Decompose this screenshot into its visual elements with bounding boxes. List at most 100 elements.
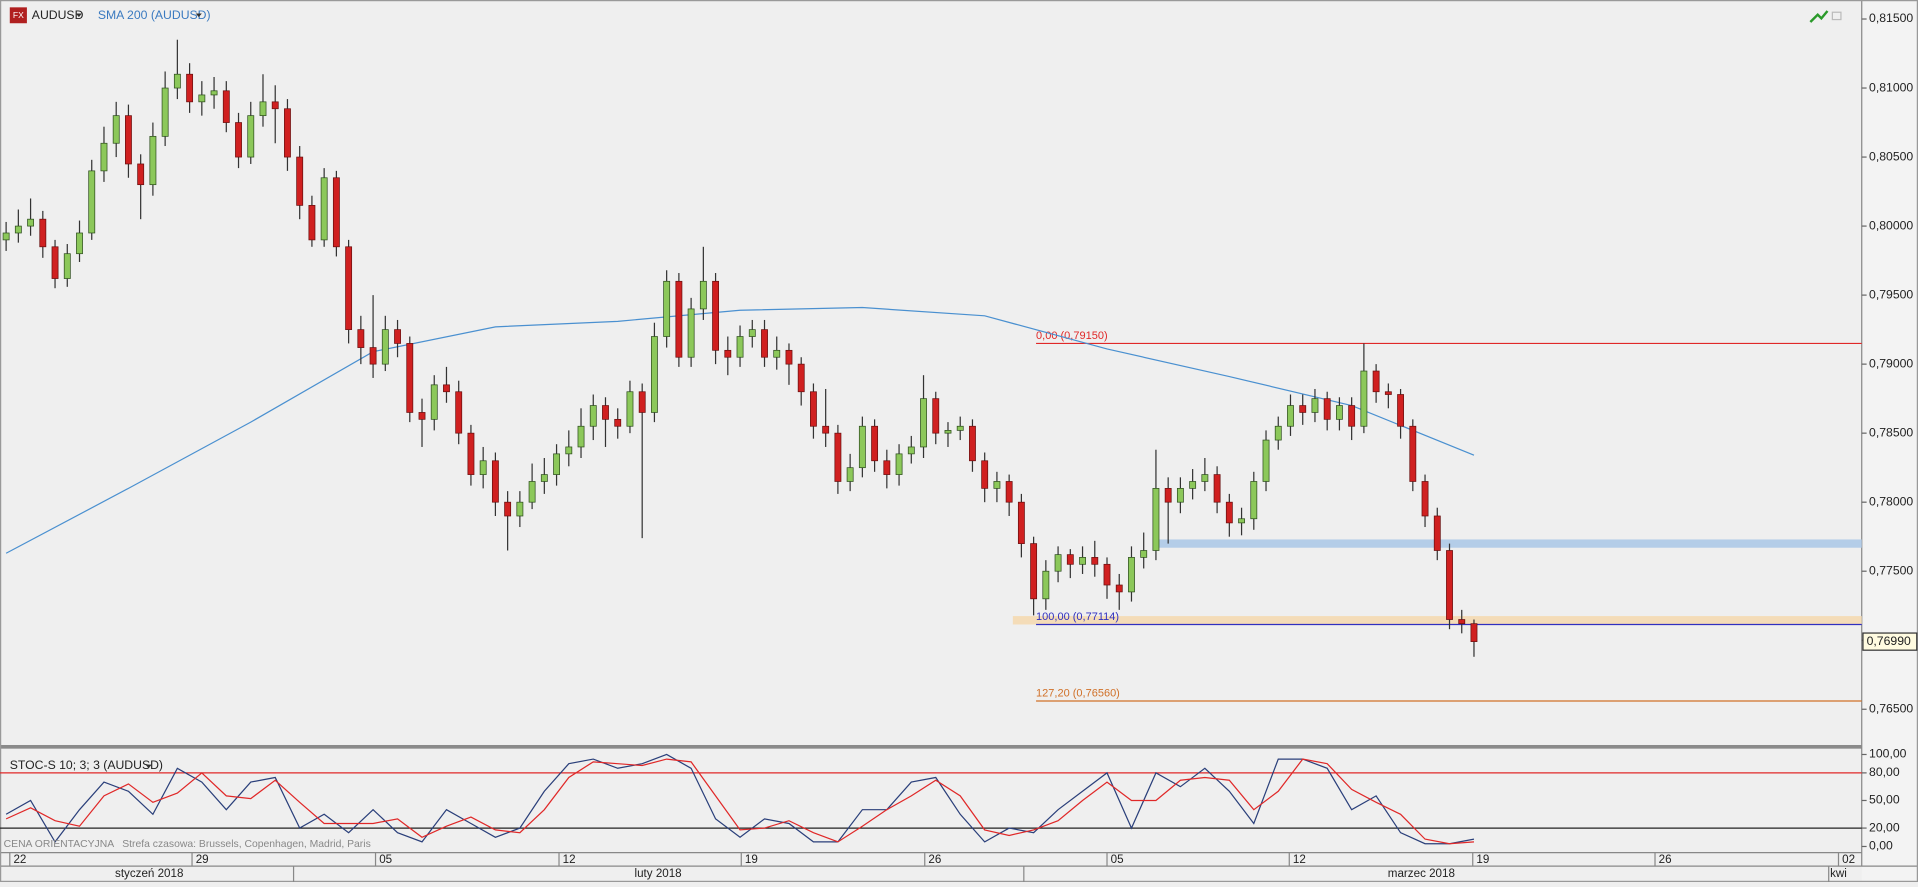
zone	[1012, 616, 1862, 625]
candle-body	[1103, 563, 1111, 586]
dropdown-arrow[interactable]	[195, 13, 202, 18]
candle-body	[602, 405, 609, 420]
y-tick-label: 0,78500	[1869, 425, 1913, 439]
candle-body	[1054, 554, 1062, 572]
x-tick-label: 26	[1659, 853, 1672, 866]
candle-body	[1128, 557, 1135, 593]
fx-icon-text: FX	[13, 10, 24, 20]
window-icon[interactable]	[1831, 11, 1842, 21]
x-tick-label: 05	[1111, 853, 1124, 866]
x-tick-label: 12	[563, 853, 576, 866]
candle-body	[577, 425, 585, 448]
y-tick-label: 0,79000	[1869, 356, 1913, 370]
candle-body	[675, 280, 683, 358]
stoch-label[interactable]: STOC-S 10; 3; 3 (AUDUSD)	[10, 758, 163, 772]
y-tick-label: 0,79500	[1869, 287, 1913, 301]
candle-body	[797, 363, 805, 393]
candle-body	[1030, 543, 1038, 600]
candle-body	[320, 177, 328, 241]
candle-body	[308, 205, 316, 241]
instrument[interactable]: AUDUSD	[32, 8, 84, 22]
candle-body	[810, 391, 817, 427]
candle-body	[2, 232, 10, 241]
candle-body	[712, 280, 720, 351]
y-tick-label: 0,76500	[1869, 701, 1913, 715]
candle-body	[149, 135, 157, 186]
candle-body	[381, 329, 389, 365]
candle-body	[1201, 474, 1209, 482]
x-tick-label: 19	[745, 853, 758, 866]
candle-body	[418, 412, 426, 420]
candle-body	[1140, 550, 1148, 558]
y-tick-label: 20,00	[1869, 820, 1900, 834]
candle-body	[1311, 398, 1319, 413]
sma-line	[5, 306, 1475, 554]
candle-body	[1384, 391, 1392, 395]
candle-body	[161, 87, 169, 137]
month-label: styczeń 2018	[115, 867, 183, 880]
candle-body	[1017, 501, 1025, 544]
y-tick-label: 80,00	[1869, 765, 1900, 779]
candle-body	[834, 432, 842, 482]
last-price-label: 0,76990	[1867, 634, 1911, 648]
y-tick-label: 0,81500	[1869, 11, 1913, 25]
candle-body	[14, 225, 22, 234]
candle-body	[100, 142, 108, 172]
candle-body	[773, 349, 781, 358]
candle-body	[871, 425, 879, 462]
candle-body	[883, 460, 891, 475]
dropdown-arrow[interactable]	[75, 13, 82, 18]
candle-body	[785, 349, 793, 365]
candle-body	[76, 232, 83, 255]
candle-body	[626, 391, 634, 427]
candle-body	[88, 170, 96, 234]
candle-body	[920, 398, 927, 448]
x-tick-label: 05	[379, 853, 392, 866]
candle-body	[614, 418, 622, 427]
candle-body	[332, 177, 340, 248]
candle-body	[1360, 370, 1368, 427]
candle-body	[565, 446, 573, 455]
candle-body	[1176, 488, 1184, 503]
x-tick-label: 02	[1842, 853, 1855, 866]
last-price-tag	[1862, 632, 1918, 651]
candle-body	[1213, 474, 1221, 503]
candle-body	[736, 336, 744, 358]
candle-body	[1115, 584, 1123, 593]
y-tick-label: 0,81000	[1869, 80, 1913, 94]
candle-body	[39, 218, 47, 248]
candle-body	[1372, 370, 1380, 393]
candle-body	[504, 501, 512, 517]
candle-body	[1079, 557, 1086, 565]
dropdown-arrow[interactable]	[145, 764, 152, 769]
candle-body	[528, 481, 536, 503]
candle-body	[822, 425, 830, 434]
candle-body	[51, 246, 59, 279]
candle-body	[1189, 481, 1197, 489]
candle-body	[1335, 405, 1343, 420]
candle-body	[1066, 554, 1074, 565]
candle-body	[993, 481, 1001, 489]
candle-body	[247, 115, 255, 158]
candle-body	[1323, 398, 1331, 420]
candle-body	[284, 108, 291, 158]
candle-body	[944, 430, 952, 434]
trend-icon[interactable]	[1809, 10, 1829, 23]
candle-body	[491, 460, 499, 503]
y-tick-label: 0,80500	[1869, 149, 1913, 163]
candle-body	[981, 460, 989, 489]
indicator-label[interactable]: SMA 200 (AUDUSD)	[98, 8, 211, 22]
candle-body	[516, 501, 524, 517]
candle-body	[357, 329, 365, 348]
candle-body	[1091, 557, 1099, 565]
candle-body	[479, 460, 487, 475]
fib-label: 127,20 (0,76560)	[1036, 688, 1120, 700]
candle-body	[125, 115, 132, 165]
y-tick-label: 0,78000	[1869, 494, 1913, 508]
candle-body	[1397, 394, 1405, 427]
candle-body	[1299, 405, 1307, 413]
candle-body	[137, 163, 145, 186]
